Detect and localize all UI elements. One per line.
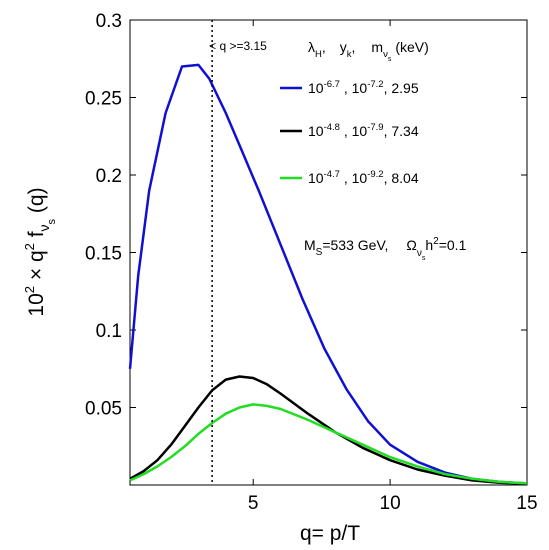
y-tick-label: 0.25 — [85, 89, 122, 110]
x-tick-label: 15 — [516, 493, 537, 514]
curves — [128, 63, 528, 486]
x-tick-label: 10 — [380, 493, 401, 514]
curve-green — [129, 403, 528, 485]
mean-q-label: < q >=3.15 — [209, 39, 267, 53]
legend: 10-6.7 , 10-7.2, 2.95 10-4.8 , 10-7.9, 7… — [280, 79, 419, 186]
parameter-annotation: MS=533 GeV, Ωνsh2=0.1 — [304, 236, 467, 262]
legend-entry-blue: 10-6.7 , 10-7.2, 2.95 — [308, 79, 419, 96]
x-axis-label: q= p/T — [300, 522, 360, 545]
mean-q-marker: < q >=3.15 — [209, 20, 267, 485]
x-tick-label: 5 — [248, 493, 259, 514]
y-tick-label: 0.05 — [85, 399, 122, 420]
curve-blue — [128, 63, 528, 485]
y-tick-label: 0.15 — [85, 244, 122, 265]
legend-entry-green: 10-4.7 , 10-9.2, 8.04 — [308, 169, 419, 186]
y-axis-label: 102 × q2 fνs (q) — [22, 187, 58, 316]
y-tick-label: 0.1 — [96, 321, 122, 342]
ticks: 0.05 0.1 0.15 0.2 0.25 0.3 5 10 15 — [85, 11, 538, 514]
curve-black — [129, 375, 528, 486]
y-tick-label: 0.2 — [96, 166, 122, 187]
y-tick-label: 0.3 — [96, 11, 122, 32]
legend-header: λH, yk, mνs(keV) — [308, 39, 429, 63]
legend-entry-black: 10-4.8 , 10-7.9, 7.34 — [308, 122, 419, 139]
